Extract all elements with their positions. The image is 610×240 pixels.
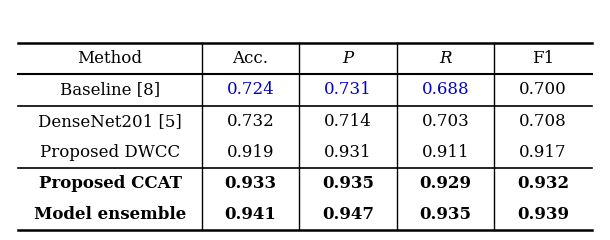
Text: P: P [342, 50, 354, 67]
Text: Proposed CCAT: Proposed CCAT [38, 175, 182, 192]
Text: 0.933: 0.933 [224, 175, 276, 192]
Text: Method: Method [77, 50, 143, 67]
Text: 0.917: 0.917 [519, 144, 567, 161]
Text: Acc.: Acc. [232, 50, 268, 67]
Text: 0.932: 0.932 [517, 175, 569, 192]
Text: 0.724: 0.724 [227, 82, 274, 98]
Text: F1: F1 [532, 50, 554, 67]
Text: 0.731: 0.731 [324, 82, 372, 98]
Text: 0.714: 0.714 [324, 113, 372, 130]
Text: 0.688: 0.688 [422, 82, 469, 98]
Text: 0.911: 0.911 [422, 144, 469, 161]
Text: Model ensemble: Model ensemble [34, 206, 186, 223]
Text: 0.732: 0.732 [227, 113, 274, 130]
Text: 0.919: 0.919 [227, 144, 274, 161]
Text: 0.700: 0.700 [519, 82, 567, 98]
Text: 0.931: 0.931 [324, 144, 372, 161]
Text: Baseline [8]: Baseline [8] [60, 82, 160, 98]
Text: 0.947: 0.947 [322, 206, 374, 223]
Text: 0.929: 0.929 [420, 175, 472, 192]
Text: Proposed DWCC: Proposed DWCC [40, 144, 180, 161]
Text: 0.935: 0.935 [420, 206, 472, 223]
Text: 0.935: 0.935 [322, 175, 374, 192]
Text: 0.939: 0.939 [517, 206, 569, 223]
Text: R: R [439, 50, 452, 67]
Text: 0.703: 0.703 [422, 113, 469, 130]
Text: 0.708: 0.708 [519, 113, 567, 130]
Text: 0.941: 0.941 [224, 206, 276, 223]
Text: DenseNet201 [5]: DenseNet201 [5] [38, 113, 182, 130]
